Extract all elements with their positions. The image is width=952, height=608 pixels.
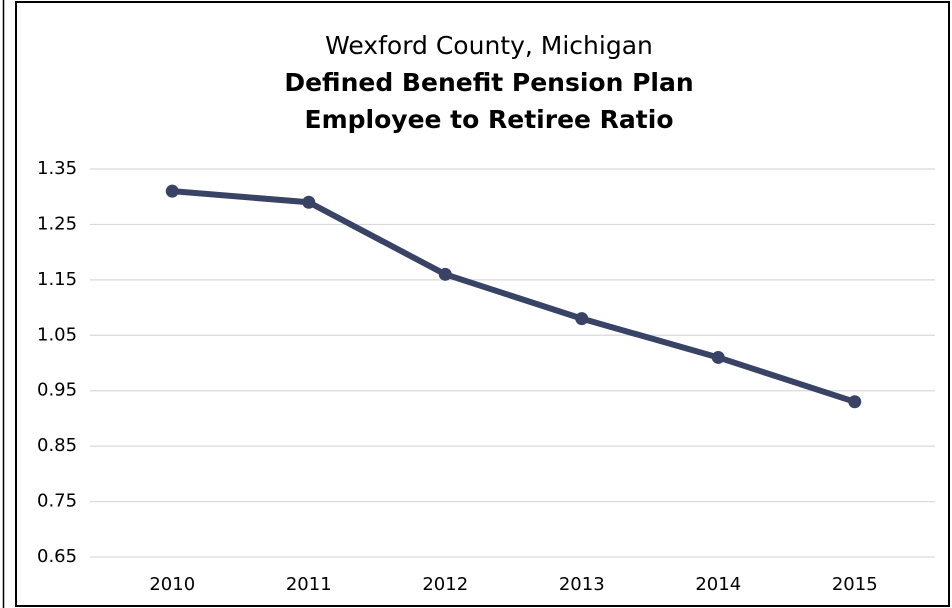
data-point: [165, 184, 179, 198]
x-tick-label: 2011: [286, 574, 332, 595]
y-tick-label: 1.05: [37, 324, 77, 345]
chart-title: Defined Benefit Pension Plan: [284, 68, 693, 97]
data-point: [575, 312, 589, 326]
chart-title: Wexford County, Michigan: [325, 31, 653, 60]
data-point: [302, 195, 316, 209]
y-tick-label: 0.75: [37, 491, 77, 512]
y-tick-label: 1.25: [37, 213, 77, 234]
chart-title: Employee to Retiree Ratio: [305, 105, 674, 134]
y-tick-label: 0.95: [37, 380, 77, 401]
y-tick-label: 1.35: [37, 158, 77, 179]
x-tick-label: 2013: [559, 574, 605, 595]
y-tick-label: 0.65: [37, 546, 77, 567]
data-point: [848, 395, 862, 409]
y-tick-label: 1.15: [37, 269, 77, 290]
data-point: [711, 350, 725, 364]
x-tick-label: 2012: [422, 574, 468, 595]
data-line: [172, 188, 856, 405]
x-tick-label: 2010: [149, 574, 195, 595]
x-tick-label: 2015: [832, 574, 878, 595]
y-tick-label: 0.85: [37, 435, 77, 456]
data-point: [438, 267, 452, 281]
chart-frame: [15, 1, 950, 607]
x-tick-label: 2014: [695, 574, 741, 595]
